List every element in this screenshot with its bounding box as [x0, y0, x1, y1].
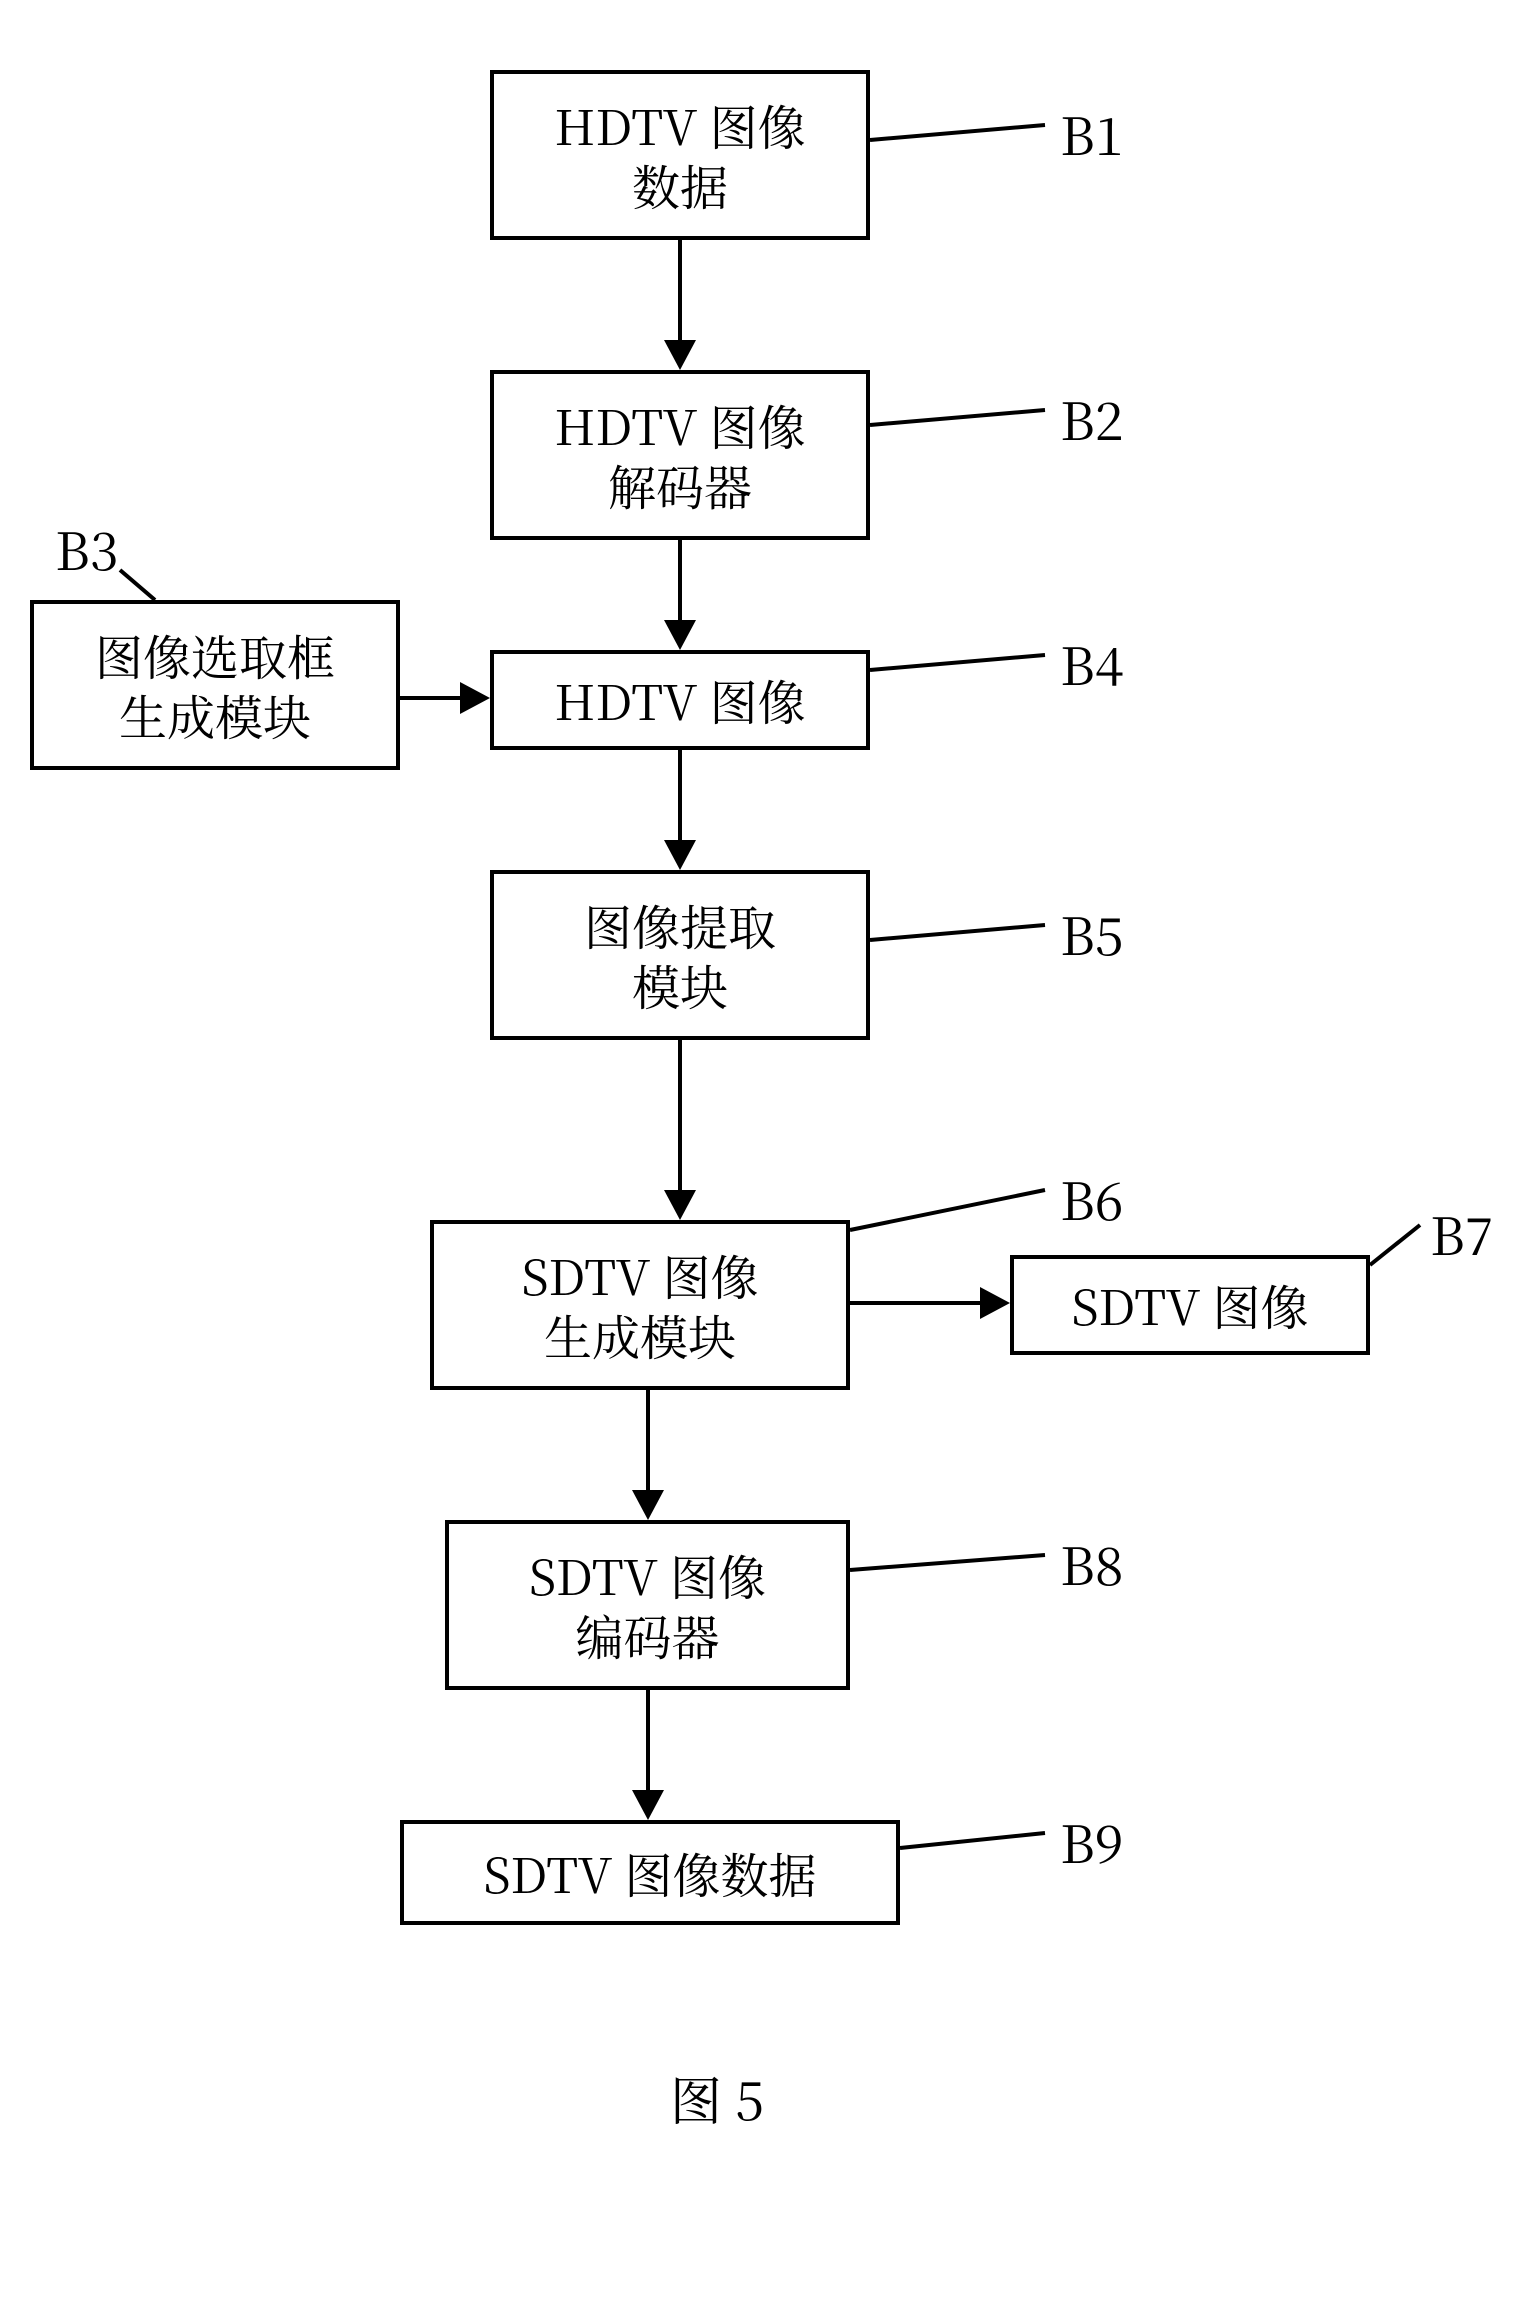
- edge-b1-b2-line: [678, 240, 682, 340]
- node-b1-line1: HDTV 图像: [554, 95, 805, 155]
- node-b7: SDTV 图像: [1010, 1255, 1370, 1355]
- node-b4: HDTV 图像: [490, 650, 870, 750]
- node-b2-line1: HDTV 图像: [554, 395, 805, 455]
- node-b3: 图像选取框 生成模块: [30, 600, 400, 770]
- label-b9: B9: [1060, 1803, 1123, 1878]
- node-b8-line1: SDTV 图像: [529, 1545, 766, 1605]
- node-b3-line2: 生成模块: [119, 685, 311, 745]
- edge-b4-b5-line: [678, 750, 682, 840]
- leader-lines: [0, 0, 1520, 2303]
- node-b7-line1: SDTV 图像: [1071, 1275, 1308, 1335]
- node-b9: SDTV 图像数据: [400, 1820, 900, 1925]
- label-b5: B5: [1060, 895, 1123, 970]
- edge-b2-b4-line: [678, 540, 682, 620]
- edge-b8-b9-arrow: [632, 1790, 664, 1820]
- label-b6: B6: [1060, 1160, 1123, 1235]
- node-b8-line2: 编码器: [575, 1605, 719, 1665]
- edge-b8-b9-line: [646, 1690, 650, 1790]
- edge-b5-b6-arrow: [664, 1190, 696, 1220]
- edge-b6-b7-line: [850, 1301, 980, 1305]
- edge-b3-b4-arrow: [460, 682, 490, 714]
- edge-b2-b4-arrow: [664, 620, 696, 650]
- edge-b1-b2-arrow: [664, 340, 696, 370]
- edge-b3-b4-line: [400, 696, 460, 700]
- label-b3: B3: [55, 510, 118, 585]
- node-b8: SDTV 图像 编码器: [445, 1520, 850, 1690]
- label-b7: B7: [1430, 1195, 1493, 1270]
- node-b9-line1: SDTV 图像数据: [483, 1843, 816, 1903]
- node-b5-line2: 模块: [632, 955, 728, 1015]
- node-b2: HDTV 图像 解码器: [490, 370, 870, 540]
- edge-b6-b7-arrow: [980, 1287, 1010, 1319]
- label-b8: B8: [1060, 1525, 1123, 1600]
- figure-caption: 图 5: [670, 2060, 764, 2135]
- node-b1-line2: 数据: [632, 155, 728, 215]
- node-b5-line1: 图像提取: [584, 895, 776, 955]
- label-b2: B2: [1060, 380, 1123, 455]
- edge-b6-b8-arrow: [632, 1490, 664, 1520]
- node-b6-line2: 生成模块: [544, 1305, 736, 1365]
- node-b6-line1: SDTV 图像: [521, 1245, 758, 1305]
- node-b4-line1: HDTV 图像: [554, 670, 805, 730]
- edge-b4-b5-arrow: [664, 840, 696, 870]
- node-b2-line2: 解码器: [608, 455, 752, 515]
- node-b6: SDTV 图像 生成模块: [430, 1220, 850, 1390]
- node-b5: 图像提取 模块: [490, 870, 870, 1040]
- edge-b5-b6-line: [678, 1040, 682, 1190]
- node-b3-line1: 图像选取框: [95, 625, 335, 685]
- label-b1: B1: [1060, 95, 1123, 170]
- label-b4: B4: [1060, 625, 1123, 700]
- node-b1: HDTV 图像 数据: [490, 70, 870, 240]
- flowchart-canvas: HDTV 图像 数据 HDTV 图像 解码器 图像选取框 生成模块 HDTV 图…: [0, 0, 1520, 2303]
- edge-b6-b8-line: [646, 1390, 650, 1490]
